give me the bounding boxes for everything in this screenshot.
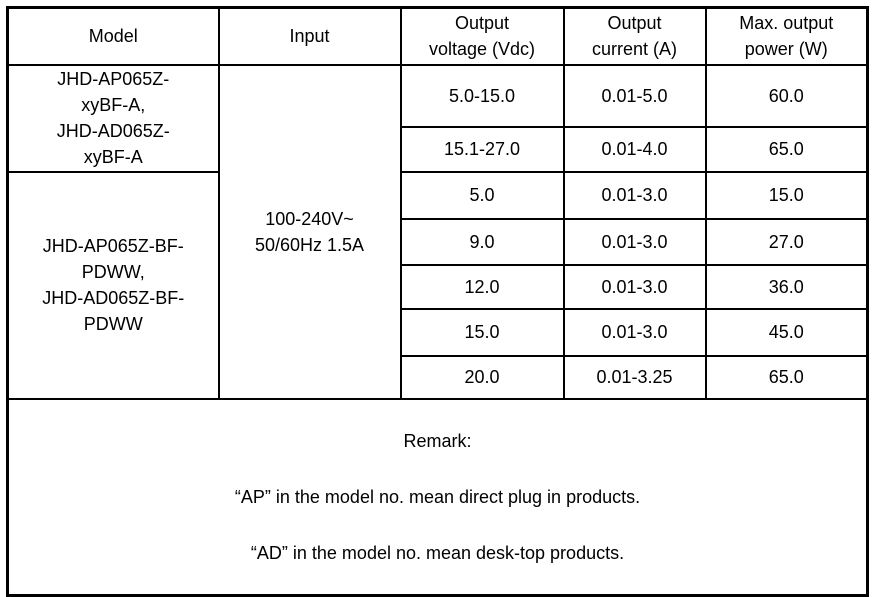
remark-title: Remark: bbox=[403, 430, 472, 451]
voltage-cell: 20.0 bbox=[399, 354, 565, 400]
power-cell: 65.0 bbox=[704, 125, 869, 173]
header-max-output-power: Max. output power (W) bbox=[704, 6, 869, 66]
table-row: JHD-AP065Z-BF- PDWW, JHD-AD065Z-BF- PDWW… bbox=[6, 170, 869, 400]
power-cell: 36.0 bbox=[704, 263, 869, 310]
voltage-cell: 9.0 bbox=[399, 217, 565, 266]
current-cell: 0.01-4.0 bbox=[562, 125, 707, 173]
voltage-cell: 15.0 bbox=[399, 307, 565, 357]
current-cell: 0.01-3.0 bbox=[562, 307, 707, 357]
header-model: Model bbox=[6, 6, 220, 66]
table-row: 9.0 0.01-3.0 27.0 bbox=[8, 217, 869, 266]
header-input: Input bbox=[217, 6, 402, 66]
current-cell: 0.01-3.0 bbox=[562, 217, 707, 266]
power-cell: 15.0 bbox=[704, 170, 869, 220]
document-page: Model Input Output voltage (Vdc) Output … bbox=[6, 6, 869, 597]
table-row: 20.0 0.01-3.25 65.0 bbox=[8, 354, 869, 400]
model-group-1-cell: JHD-AP065Z- xyBF-A, JHD-AD065Z- xyBF-A bbox=[6, 63, 220, 173]
remark-line-1: “AP” in the model no. mean direct plug i… bbox=[234, 486, 641, 507]
power-cell: 45.0 bbox=[704, 307, 869, 357]
power-cell: 27.0 bbox=[704, 217, 869, 266]
table-row: 15.0 0.01-3.0 45.0 bbox=[8, 307, 869, 357]
header-output-voltage: Output voltage (Vdc) bbox=[399, 6, 565, 66]
power-cell: 65.0 bbox=[704, 354, 869, 400]
model-group-2-cell: JHD-AP065Z-BF- PDWW, JHD-AD065Z-BF- PDWW bbox=[6, 170, 220, 400]
header-row: Model Input Output voltage (Vdc) Output … bbox=[6, 6, 869, 66]
table-row: JHD-AP065Z- xyBF-A, JHD-AD065Z- xyBF-A 1… bbox=[6, 63, 869, 400]
voltage-cell: 15.1-27.0 bbox=[399, 125, 565, 173]
header-output-current: Output current (A) bbox=[562, 6, 707, 66]
remark-cell: Remark: “AP” in the model no. mean direc… bbox=[6, 397, 869, 596]
current-cell: 0.01-5.0 bbox=[562, 63, 707, 128]
table-row: 15.1-27.0 0.01-4.0 65.0 bbox=[8, 125, 869, 173]
voltage-cell: 5.0 bbox=[399, 170, 565, 220]
table-row: 12.0 0.01-3.0 36.0 bbox=[8, 263, 869, 310]
spec-table: Model Input Output voltage (Vdc) Output … bbox=[6, 6, 869, 597]
current-cell: 0.01-3.0 bbox=[562, 263, 707, 310]
current-cell: 0.01-3.25 bbox=[562, 354, 707, 400]
power-cell: 60.0 bbox=[704, 63, 869, 128]
current-cell: 0.01-3.0 bbox=[562, 170, 707, 220]
voltage-cell: 12.0 bbox=[399, 263, 565, 310]
input-cell: 100-240V~ 50/60Hz 1.5A bbox=[217, 63, 402, 400]
remark-row: Remark: “AP” in the model no. mean direc… bbox=[6, 397, 869, 596]
remark-line-2: “AD” in the model no. mean desk-top prod… bbox=[250, 542, 625, 563]
voltage-cell: 5.0-15.0 bbox=[399, 63, 565, 128]
